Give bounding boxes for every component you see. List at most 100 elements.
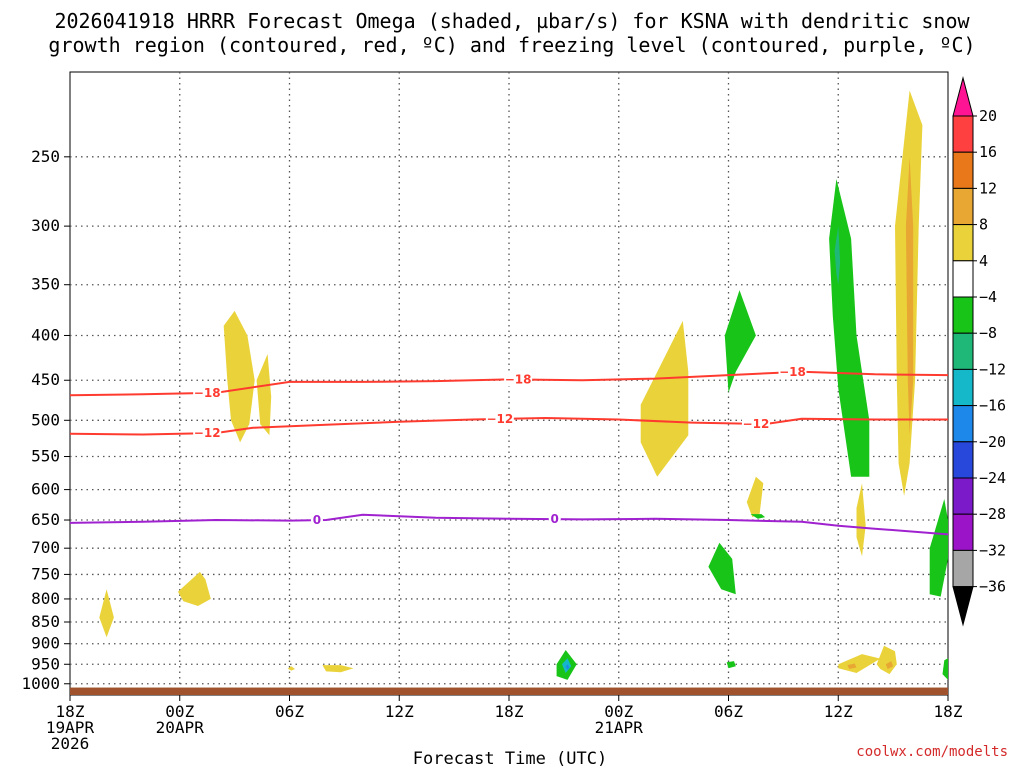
colorbar-arrow-bottom <box>952 586 974 627</box>
contour-label: −12 <box>194 426 221 440</box>
colorbar-label: 4 <box>979 252 988 270</box>
pressure-tick-label: 500 <box>31 410 60 429</box>
colorbar-segment <box>952 296 974 334</box>
time-tick-label: 21APR <box>595 718 644 737</box>
pressure-tick-label: 650 <box>31 510 60 529</box>
colorbar-arrow-top <box>952 76 974 117</box>
contour-label-bg <box>193 426 222 441</box>
pressure-tick-label: 850 <box>31 612 60 631</box>
colorbar-label: 20 <box>979 107 997 125</box>
colorbar-label: 12 <box>979 179 997 197</box>
colorbar-label: 16 <box>979 143 997 161</box>
colorbar-segment <box>952 441 974 479</box>
contour-label-bg <box>504 372 533 387</box>
time-tick-label: 00Z <box>604 702 633 721</box>
contour-lines: −18 −18 −18 −12 −12 −12 0 0 <box>69 365 949 536</box>
credit-link[interactable]: coolwx.com/modelts <box>856 744 1008 760</box>
pressure-tick-label: 300 <box>31 216 60 235</box>
pressure-tick-label: 900 <box>31 634 60 653</box>
time-tick-label: 00Z <box>165 702 194 721</box>
omega-region <box>322 665 354 673</box>
time-tick-label: 2026 <box>51 734 90 753</box>
colorbar: 20 16 12 8 4 −4 −8 −12 −16 −20 −24 −28 −32 −36 <box>952 76 1006 627</box>
pressure-tick-label: 600 <box>31 480 60 499</box>
omega-region <box>876 645 897 675</box>
omega-region <box>834 226 841 285</box>
contour-label-bg <box>778 365 807 380</box>
time-tick-label: 12Z <box>824 702 853 721</box>
colorbar-label: −16 <box>979 397 1006 415</box>
omega-region <box>256 354 272 436</box>
pressure-tick-label: 550 <box>31 447 60 466</box>
chart-title-line-2: growth region (contoured, red, ºC) and f… <box>48 33 975 57</box>
omega-region <box>885 661 894 669</box>
colorbar-label: −4 <box>979 288 997 306</box>
omega-region <box>746 476 764 518</box>
contour-0 <box>69 513 949 536</box>
pressure-tick-label: 350 <box>31 275 60 294</box>
omega-region <box>287 666 295 671</box>
time-tick-label: 19APR <box>46 718 95 737</box>
colorbar-segment <box>952 405 974 443</box>
colorbar-segment <box>952 260 974 298</box>
colorbar-label: −20 <box>979 433 1006 451</box>
contour-label: −12 <box>743 417 770 431</box>
omega-region <box>750 514 766 519</box>
omega-region <box>929 499 948 597</box>
colorbar-segment <box>952 151 974 189</box>
colorbar-label: −32 <box>979 541 1006 559</box>
colorbar-segment <box>952 115 974 153</box>
omega-region <box>726 661 736 669</box>
omega-region <box>708 542 736 595</box>
pressure-tick-label: 700 <box>31 538 60 557</box>
contour-label: 0 <box>313 513 321 527</box>
omega-region <box>724 290 756 393</box>
colorbar-segment <box>952 187 974 226</box>
pressure-tick-label: 800 <box>31 589 60 608</box>
contour-label: −18 <box>505 373 532 387</box>
colorbar-segment <box>952 224 974 262</box>
contour-label-bg <box>310 513 323 528</box>
colorbar-segment <box>952 368 974 407</box>
omega-region <box>177 571 211 606</box>
colorbar-label: −24 <box>979 469 1006 487</box>
colorbar-label: 8 <box>979 216 988 234</box>
omega-region <box>565 664 570 670</box>
colorbar-segment <box>952 477 974 515</box>
time-tick-label: 18Z <box>495 702 524 721</box>
contour-label-bg <box>485 411 514 426</box>
contour-label: −12 <box>486 412 513 426</box>
omega-region <box>905 156 914 436</box>
x-axis-label: Forecast Time (UTC) <box>413 749 607 768</box>
time-tick-label: 12Z <box>385 702 414 721</box>
pressure-tick-label: 1000 <box>21 674 60 693</box>
omega-region <box>838 654 881 673</box>
omega-region <box>640 320 689 477</box>
colorbar-segment <box>952 332 974 370</box>
pressure-tick-label: 950 <box>31 654 60 673</box>
colorbar-label: −12 <box>979 360 1006 378</box>
omega-region <box>99 589 114 638</box>
ground <box>70 687 948 695</box>
omega-region <box>847 663 857 669</box>
colorbar-segment <box>952 513 974 551</box>
contour-label-bg <box>741 416 770 431</box>
chart-title-line-1: 2026041918 HRRR Forecast Omega (shaded, … <box>54 9 970 33</box>
time-tick-label: 18Z <box>56 702 85 721</box>
pressure-tick-label: 750 <box>31 564 60 583</box>
colorbar-label: −28 <box>979 505 1006 523</box>
contour-label: −18 <box>779 365 806 379</box>
contour-label: −18 <box>194 386 221 400</box>
time-tick-label: 06Z <box>275 702 304 721</box>
time-tick-label: 20APR <box>156 718 205 737</box>
pressure-tick-label: 250 <box>31 147 60 166</box>
time-tick-label: 18Z <box>934 702 963 721</box>
grid-lines <box>70 72 948 695</box>
contour-label: 0 <box>551 512 559 526</box>
colorbar-segment <box>952 549 974 588</box>
omega-region <box>942 658 948 680</box>
contour-label-bg <box>193 385 222 400</box>
omega-region <box>223 310 255 443</box>
